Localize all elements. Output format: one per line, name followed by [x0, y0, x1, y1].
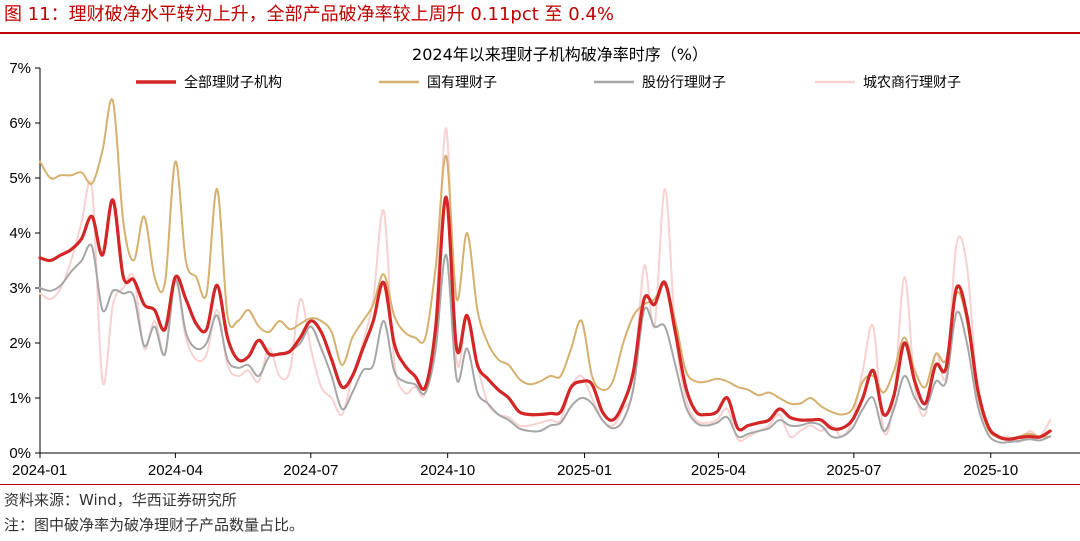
x-tick-label: 2025-10: [963, 462, 1018, 479]
figure-title: 图 11：理财破净水平转为上升，全部产品破净率较上周升 0.11pct 至 0.…: [4, 4, 614, 25]
x-tick-label: 2025-01: [557, 462, 612, 479]
series-layer: [38, 98, 1052, 444]
x-tick-label: 2024-07: [283, 462, 338, 479]
series-all-wmc-line: [38, 195, 1052, 441]
x-tick-label: 2025-07: [826, 462, 881, 479]
x-tick-label: 2025-04: [691, 462, 746, 479]
y-tick-label: 2%: [9, 335, 31, 352]
y-tick-label: 4%: [9, 225, 31, 242]
y-tick-label: 7%: [9, 60, 31, 77]
top-rule: [0, 32, 1080, 34]
x-tick-label: 2024-01: [12, 462, 67, 479]
legend-item-state-owned: 国有理财子: [379, 75, 497, 91]
legend-item-all-wmc: 全部理财子机构: [136, 74, 282, 91]
note-text: 注：图中破净率为破净理财子产品数量占比。: [4, 516, 305, 534]
legend-label: 国有理财子: [427, 75, 497, 91]
y-axis: 0% 1% 2% 3% 4% 5% 6% 7%: [9, 60, 41, 462]
legend-label: 全部理财子机构: [184, 74, 282, 91]
y-tick-label: 3%: [9, 280, 31, 297]
x-tick-label: 2024-10: [420, 462, 475, 479]
x-tick-label: 2024-04: [148, 462, 203, 479]
chart-title: 2024年以来理财子机构破净率时序（%）: [412, 45, 708, 64]
bottom-rule: [0, 484, 1080, 485]
y-tick-label: 5%: [9, 170, 31, 187]
y-tick-label: 0%: [9, 445, 31, 462]
legend-label: 城农商行理财子: [863, 75, 961, 91]
x-axis: 2024-01 2024-04 2024-07 2024-10 2025-01 2025-…: [12, 452, 1080, 479]
series-joint-stock-line: [39, 243, 1052, 444]
source-text: 资料来源：Wind，华西证券研究所: [4, 491, 237, 509]
legend-item-joint-stock: 股份行理财子: [594, 75, 726, 91]
legend-item-city-rural: 城农商行理财子: [815, 75, 961, 91]
y-tick-label: 6%: [9, 115, 31, 132]
legend-label: 股份行理财子: [642, 75, 726, 91]
legend: 全部理财子机构 国有理财子 股份行理财子 城农商行理财子: [136, 74, 961, 91]
plot-area: [40, 68, 1080, 453]
y-tick-label: 1%: [9, 390, 31, 407]
